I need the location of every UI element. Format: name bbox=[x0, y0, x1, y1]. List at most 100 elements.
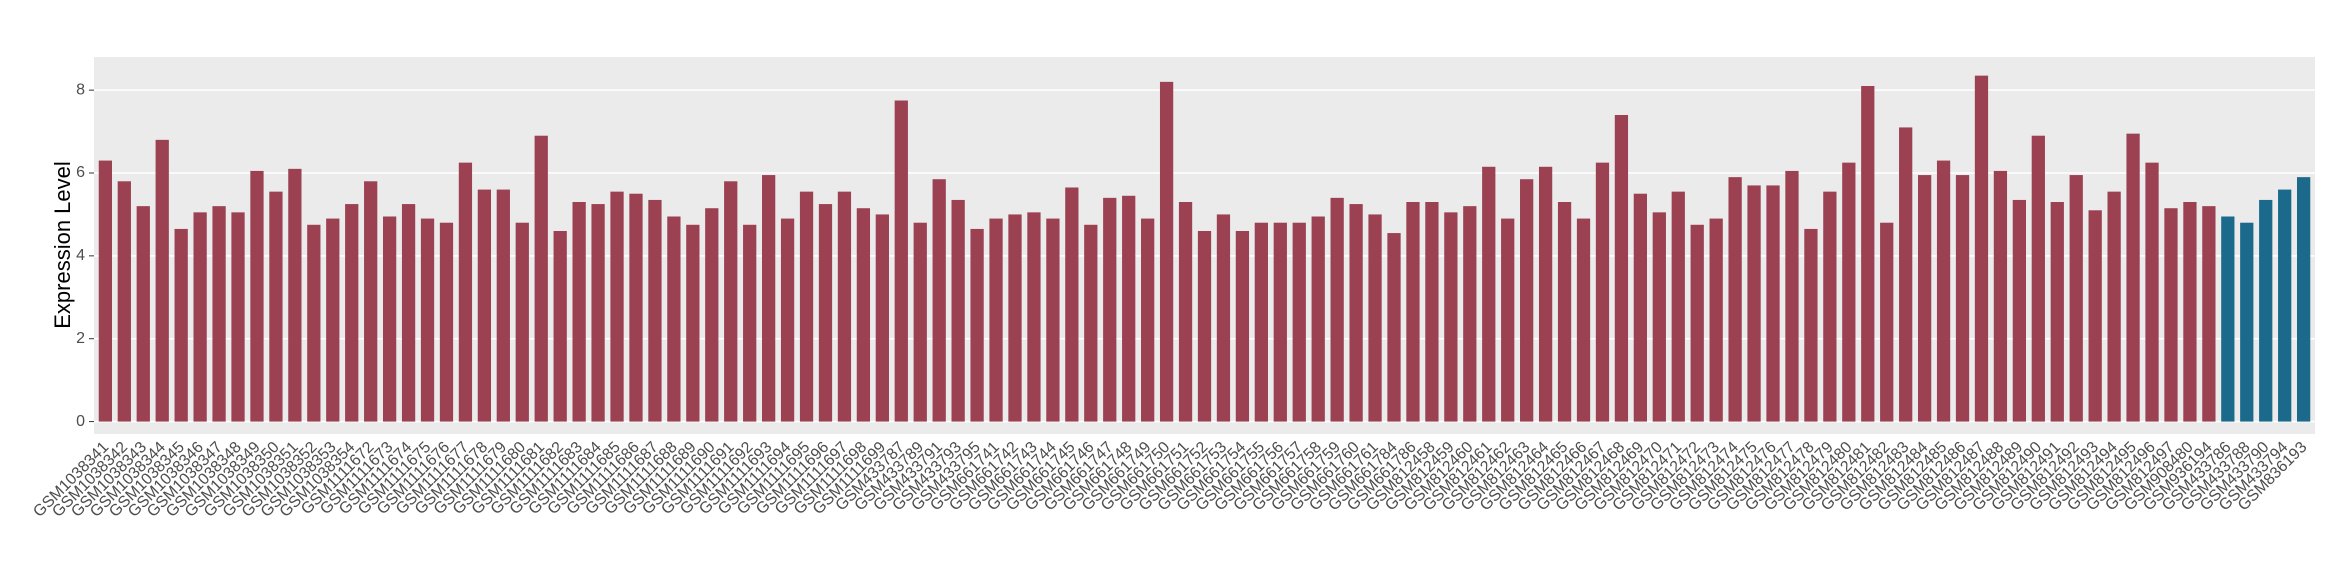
bar bbox=[553, 231, 567, 422]
bar bbox=[231, 212, 245, 422]
bar bbox=[458, 162, 473, 422]
bar bbox=[1520, 179, 1534, 422]
bar bbox=[648, 199, 662, 422]
bar bbox=[1823, 191, 1837, 422]
bar bbox=[307, 224, 321, 422]
bar bbox=[1671, 191, 1685, 422]
bar bbox=[477, 189, 492, 422]
bar bbox=[1633, 193, 1647, 422]
bar bbox=[724, 181, 738, 422]
bar bbox=[743, 224, 757, 422]
bar bbox=[1387, 233, 1401, 422]
bar bbox=[2126, 133, 2140, 422]
bar bbox=[667, 216, 681, 422]
bar bbox=[1766, 185, 1780, 422]
bar bbox=[1065, 187, 1079, 422]
bar bbox=[2050, 202, 2064, 422]
bar bbox=[496, 189, 510, 422]
bar bbox=[1425, 202, 1439, 422]
bar bbox=[799, 191, 814, 422]
bar bbox=[1027, 212, 1041, 422]
bar bbox=[1084, 224, 1098, 422]
bar bbox=[534, 135, 548, 422]
bar bbox=[1141, 218, 1155, 422]
y-tick-label: 4 bbox=[76, 247, 85, 264]
bar bbox=[1501, 218, 1515, 422]
bar bbox=[913, 222, 927, 422]
bar bbox=[705, 208, 719, 422]
bar bbox=[1595, 162, 1610, 422]
bar bbox=[1311, 216, 1325, 422]
y-tick-label: 0 bbox=[76, 413, 85, 430]
bar bbox=[2240, 222, 2254, 422]
bar bbox=[2145, 162, 2159, 422]
bar bbox=[515, 222, 529, 422]
bar bbox=[364, 181, 378, 422]
bar bbox=[193, 212, 207, 422]
bar bbox=[1955, 175, 1970, 422]
bar bbox=[1936, 160, 1951, 422]
bar bbox=[1690, 224, 1704, 422]
bar bbox=[989, 218, 1003, 422]
bar bbox=[2259, 199, 2273, 422]
bar bbox=[420, 218, 435, 422]
bar bbox=[2183, 202, 2197, 422]
bar bbox=[345, 204, 359, 422]
bar bbox=[269, 191, 283, 422]
bar bbox=[326, 218, 340, 422]
bar bbox=[1576, 218, 1591, 422]
bar bbox=[1785, 170, 1799, 422]
bar bbox=[382, 216, 397, 422]
bar bbox=[288, 168, 302, 422]
y-axis-title: Expression Level bbox=[50, 161, 75, 329]
bar bbox=[1273, 222, 1287, 422]
y-tick-label: 6 bbox=[76, 164, 85, 181]
bar bbox=[1197, 231, 1212, 422]
bar bbox=[1842, 162, 1856, 422]
bar bbox=[1993, 170, 2008, 422]
bar bbox=[1728, 177, 1742, 422]
bar bbox=[1216, 214, 1231, 422]
bar bbox=[1444, 212, 1458, 422]
bar bbox=[932, 179, 946, 422]
bar bbox=[174, 228, 188, 422]
bar bbox=[2031, 135, 2045, 422]
bar bbox=[686, 224, 700, 422]
bar bbox=[1538, 166, 1553, 422]
bar bbox=[2069, 175, 2083, 422]
bar bbox=[2278, 189, 2292, 422]
bar bbox=[762, 175, 776, 422]
bar bbox=[1463, 206, 1477, 422]
bar bbox=[1008, 214, 1022, 422]
bar bbox=[1709, 218, 1723, 422]
bar bbox=[1349, 204, 1363, 422]
bar bbox=[610, 191, 624, 422]
bar bbox=[2088, 210, 2102, 422]
bar bbox=[2164, 208, 2178, 422]
bar bbox=[98, 160, 113, 422]
bar bbox=[1292, 222, 1306, 422]
bar bbox=[212, 206, 226, 422]
bar bbox=[780, 218, 795, 422]
bar bbox=[117, 181, 131, 422]
bar bbox=[1557, 202, 1572, 422]
bar bbox=[136, 206, 150, 422]
bar bbox=[2012, 199, 2027, 422]
bar bbox=[250, 170, 264, 422]
bar bbox=[1254, 222, 1268, 422]
bar bbox=[1917, 175, 1932, 422]
bar bbox=[1804, 228, 1818, 422]
bar bbox=[856, 208, 871, 422]
bar bbox=[1899, 127, 1913, 422]
bar bbox=[439, 222, 454, 422]
bar bbox=[894, 100, 908, 422]
bar bbox=[1046, 218, 1060, 422]
bar bbox=[1880, 222, 1894, 422]
bar bbox=[970, 228, 984, 422]
bar bbox=[1159, 81, 1174, 422]
bar bbox=[401, 204, 416, 422]
bar bbox=[1861, 86, 1875, 422]
bar bbox=[1652, 212, 1666, 422]
bar bbox=[2296, 177, 2311, 422]
